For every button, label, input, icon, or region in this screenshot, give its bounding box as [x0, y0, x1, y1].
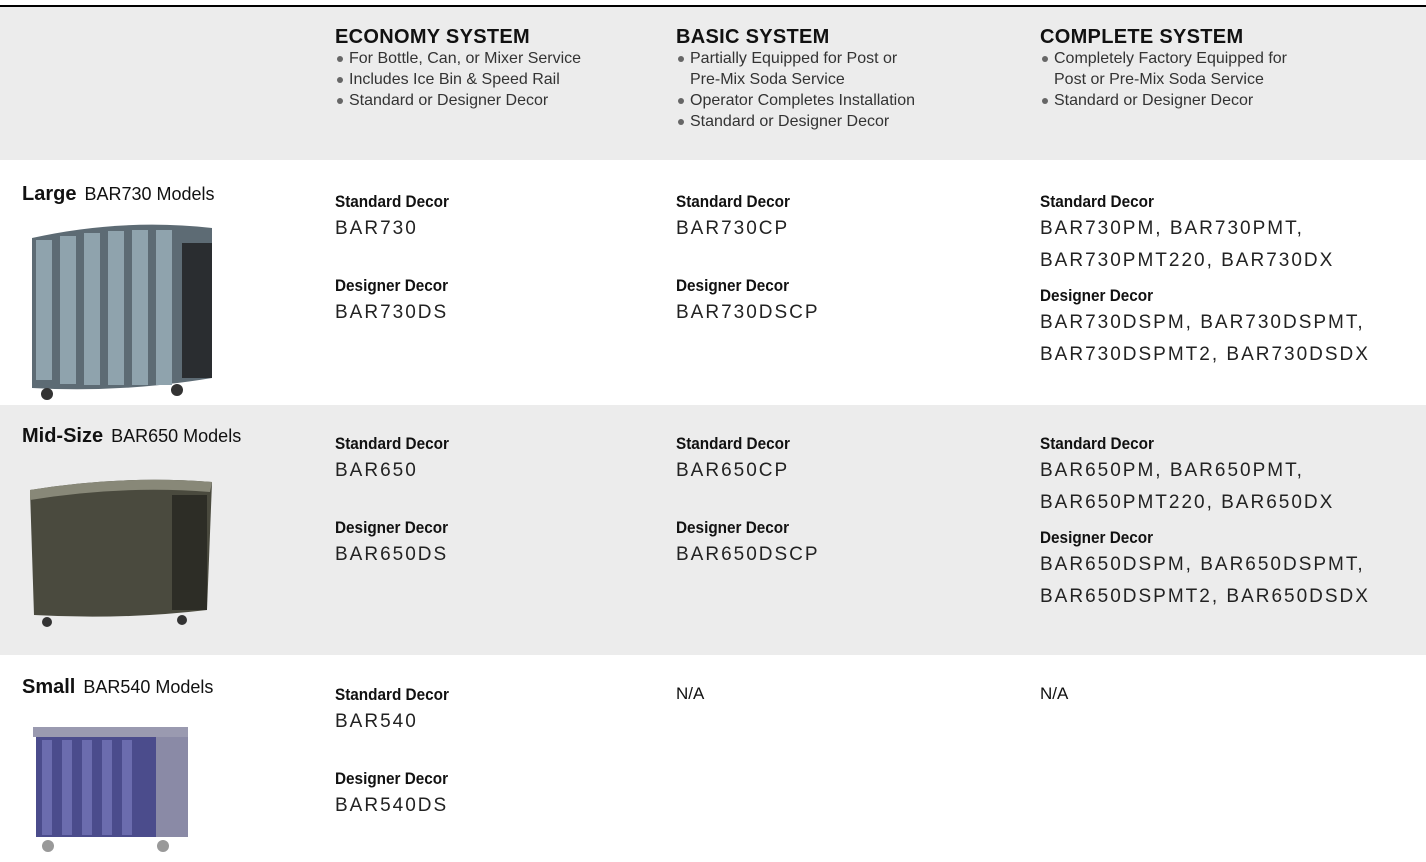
bar-image [32, 224, 212, 400]
model-code: BAR540DS [335, 795, 449, 816]
cell: N/A [676, 684, 704, 704]
bullet: Standard or Designer Decor [1040, 90, 1287, 111]
bullet: Includes Ice Bin & Speed Rail [335, 69, 581, 90]
model-code: BAR730DS [335, 302, 449, 323]
model-code: BAR650DSPM, BAR650DSPMT, [1040, 554, 1365, 575]
not-available: N/A [1040, 684, 1069, 703]
row-label: Mid-Size BAR650 Models [22, 425, 241, 448]
bullet-line: Includes Ice Bin & Speed Rail [349, 71, 560, 88]
decor-label: Designer Decor [1040, 528, 1154, 547]
model-code: BAR650PMT220, BAR650DX [1040, 492, 1335, 513]
header-column: COMPLETE SYSTEM Completely Factory Equipp… [1040, 26, 1287, 111]
decor-label: Standard Decor [1040, 434, 1154, 453]
bullet-line: Standard or Designer Decor [349, 92, 549, 109]
decor-label: Designer Decor [1040, 286, 1154, 305]
models-label: BAR650 Models [111, 426, 242, 446]
bullet: Completely Factory Equipped for Post or P… [1040, 48, 1287, 90]
bullet: For Bottle, Can, or Mixer Service [335, 48, 581, 69]
model-code: BAR730 [335, 218, 418, 239]
model-code: BAR650CP [676, 460, 790, 481]
decor-label: Standard Decor [335, 192, 449, 211]
decor-label: Designer Decor [676, 518, 790, 537]
row-label: Large BAR730 Models [22, 183, 215, 206]
cell: Standard Decor BAR540 Designer Decor BAR540… [335, 684, 462, 822]
size-label: Large [22, 183, 77, 205]
decor-label: Designer Decor [676, 276, 790, 295]
decor-label: Standard Decor [1040, 192, 1154, 211]
not-available: N/A [676, 684, 705, 703]
bar-image [30, 479, 212, 627]
bullet-line: Standard or Designer Decor [690, 113, 890, 130]
row-label: Small BAR540 Models [22, 676, 213, 699]
column-title: BASIC SYSTEM [676, 26, 830, 48]
bullet-line: Operator Completes Installation [690, 92, 915, 109]
cell: Standard Decor BAR730 Designer Decor BAR730… [335, 191, 462, 329]
cell: Standard Decor BAR730CP Designer Decor BAR7… [676, 191, 820, 329]
models-label: BAR730 Models [84, 184, 215, 204]
column-title: ECONOMY SYSTEM [335, 26, 530, 48]
header-column: BASIC SYSTEM Partially Equipped for Post … [676, 26, 915, 132]
size-label: Mid-Size [22, 425, 104, 447]
model-code: BAR730DSPMT2, BAR730DSDX [1040, 344, 1370, 365]
cell: Standard Decor BAR650 Designer Decor BAR650… [335, 433, 462, 571]
column-title: COMPLETE SYSTEM [1040, 26, 1244, 48]
decor-label: Standard Decor [676, 192, 790, 211]
model-code: BAR650DS [335, 544, 449, 565]
size-label: Small [22, 676, 76, 698]
header-band [0, 7, 1426, 160]
models-label: BAR540 Models [83, 677, 214, 697]
model-code: BAR730CP [676, 218, 790, 239]
model-code: BAR540 [335, 711, 418, 732]
bullet: Partially Equipped for Post or Pre-Mix So… [676, 48, 915, 90]
decor-label: Designer Decor [335, 518, 449, 537]
model-code: BAR730DSPM, BAR730DSPMT, [1040, 312, 1365, 333]
header-column: ECONOMY SYSTEM For Bottle, Can, or Mixer … [335, 26, 581, 111]
bullet-line: Partially Equipped for Post or [690, 50, 898, 67]
decor-label: Designer Decor [335, 276, 449, 295]
model-code: BAR650 [335, 460, 418, 481]
model-code: BAR730DSCP [676, 302, 820, 323]
cell: Standard Decor BAR730PM, BAR730PMT, BAR730… [1040, 191, 1370, 371]
decor-label: Designer Decor [335, 769, 449, 788]
model-code: BAR730PM, BAR730PMT, [1040, 218, 1304, 239]
cell: N/A [1040, 684, 1068, 704]
bullet: Standard or Designer Decor [335, 90, 581, 111]
bar-image [33, 727, 188, 852]
bullet-line: Completely Factory Equipped for [1054, 50, 1287, 67]
decor-label: Standard Decor [676, 434, 790, 453]
model-code: BAR650DSCP [676, 544, 820, 565]
bullet: Standard or Designer Decor [676, 111, 915, 132]
row-band [0, 405, 1426, 655]
cell: Standard Decor BAR650PM, BAR650PMT, BAR650… [1040, 433, 1370, 613]
top-rule [0, 5, 1426, 7]
bullet: Operator Completes Installation [676, 90, 915, 111]
decor-label: Standard Decor [335, 685, 449, 704]
bullet-line: Standard or Designer Decor [1054, 92, 1254, 109]
cell: Standard Decor BAR650CP Designer Decor BAR6… [676, 433, 820, 571]
model-code: BAR650PM, BAR650PMT, [1040, 460, 1304, 481]
decor-label: Standard Decor [335, 434, 449, 453]
model-code: BAR650DSPMT2, BAR650DSDX [1040, 586, 1370, 607]
bullet-line: Post or Pre-Mix Soda Service [1054, 71, 1264, 88]
model-code: BAR730PMT220, BAR730DX [1040, 250, 1335, 271]
bullet-line: For Bottle, Can, or Mixer Service [349, 50, 582, 67]
bullet-line: Pre-Mix Soda Service [690, 71, 845, 88]
